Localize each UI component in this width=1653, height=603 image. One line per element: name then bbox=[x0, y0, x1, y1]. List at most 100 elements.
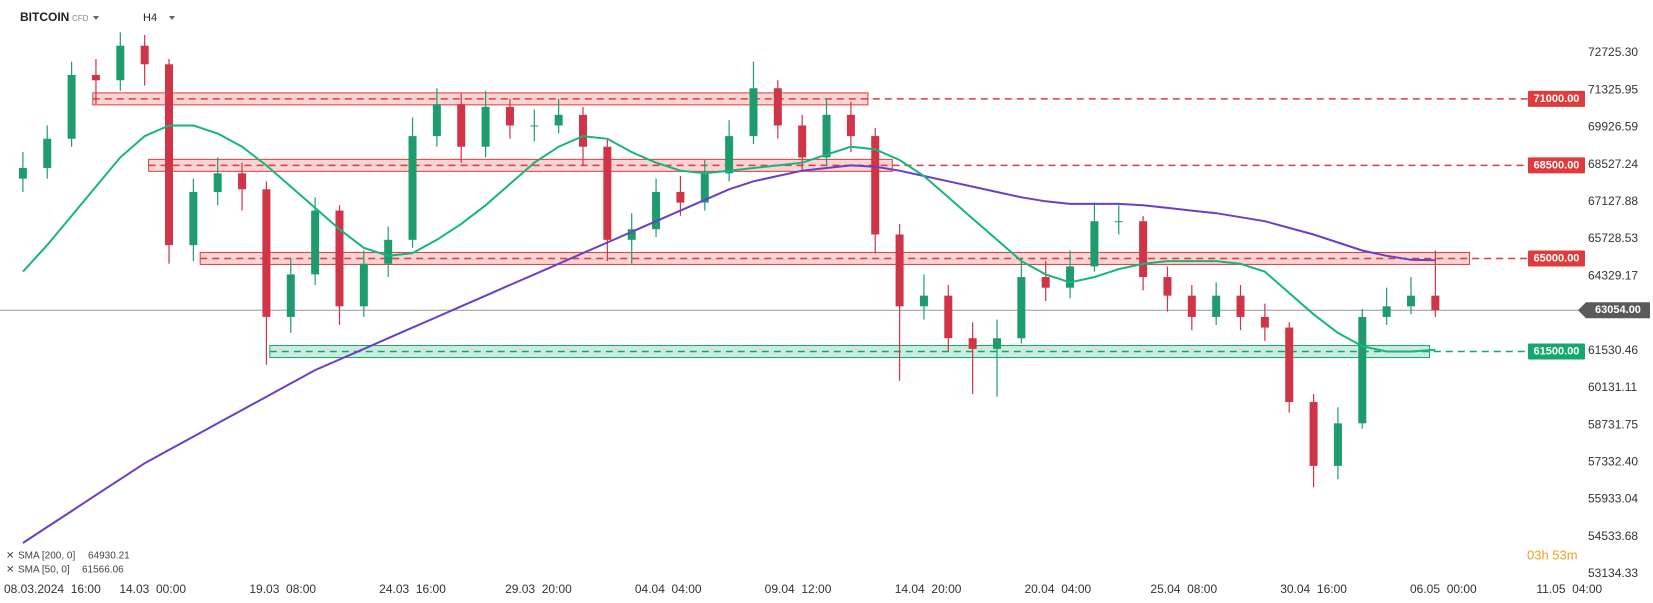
legend-sma50-value: 61566.06 bbox=[82, 565, 124, 576]
level-label-box bbox=[1528, 250, 1585, 267]
last-price-label: 63054.00 bbox=[1595, 304, 1641, 316]
x-tick-label: 06.05 00:00 bbox=[1410, 582, 1477, 596]
x-tick-label: 24.03 16:00 bbox=[379, 582, 446, 596]
symbol-dropdown[interactable] bbox=[93, 16, 99, 20]
y-tick-label: 67127.88 bbox=[1588, 194, 1638, 208]
sma-line bbox=[22, 164, 1436, 544]
candle-body bbox=[1309, 402, 1318, 466]
y-tick-label: 58731.75 bbox=[1588, 417, 1638, 431]
candle-body bbox=[992, 338, 1001, 349]
y-tick-label: 72725.30 bbox=[1588, 45, 1638, 59]
candle-body bbox=[1260, 316, 1269, 328]
level-label-box bbox=[1528, 343, 1585, 360]
candle-body bbox=[798, 125, 807, 158]
candle-body bbox=[1187, 295, 1196, 317]
candle-body bbox=[213, 173, 222, 192]
candle-body bbox=[700, 173, 709, 203]
candle-body bbox=[91, 74, 100, 81]
candle-body bbox=[579, 114, 588, 147]
candle-body bbox=[238, 173, 247, 190]
candle-countdown: 03h 53m bbox=[1527, 547, 1578, 562]
candle-body bbox=[773, 88, 782, 126]
symbol[interactable]: BITCOIN bbox=[20, 10, 69, 24]
x-tick-label: 14.03 00:00 bbox=[119, 582, 186, 596]
x-tick-label: 08.03.2024 16:00 bbox=[4, 582, 101, 596]
level-label: 61500.00 bbox=[1534, 345, 1580, 357]
candle-body bbox=[871, 136, 880, 235]
candle-body bbox=[1017, 277, 1026, 339]
candle-body bbox=[335, 210, 344, 307]
candle-body bbox=[67, 74, 76, 139]
x-tick-label: 20.04 04:00 bbox=[1025, 582, 1092, 596]
legend-icons[interactable]: ✕ bbox=[6, 565, 14, 576]
header: BITCOIN CFD H4 bbox=[20, 10, 175, 24]
candle-body bbox=[1382, 306, 1391, 317]
last-price-box bbox=[1578, 302, 1650, 319]
candle-body bbox=[1114, 221, 1123, 223]
candle-body bbox=[846, 114, 855, 137]
candle-body bbox=[481, 106, 490, 147]
level-label: 65000.00 bbox=[1534, 252, 1580, 264]
candle-body bbox=[457, 104, 466, 147]
y-tick-label: 60131.11 bbox=[1588, 380, 1637, 394]
candle-body bbox=[408, 136, 417, 240]
x-tick-label: 30.04 16:00 bbox=[1280, 582, 1347, 596]
candle-body bbox=[627, 229, 636, 240]
x-tick-label: 14.04 20:00 bbox=[895, 582, 962, 596]
legend: ✕ SMA [200, 0] 64930.21 ✕ SMA [50, 0] 61… bbox=[6, 551, 130, 576]
candle-body bbox=[530, 125, 539, 127]
y-tick-label: 68527.24 bbox=[1588, 157, 1638, 171]
candle-body bbox=[286, 274, 295, 317]
candle-body bbox=[1333, 423, 1342, 466]
candle-body bbox=[968, 338, 977, 349]
legend-sma200: SMA [200, 0] bbox=[18, 551, 75, 562]
candle-body bbox=[1212, 295, 1221, 317]
candle-body bbox=[165, 64, 174, 246]
y-tick-label: 54533.68 bbox=[1588, 529, 1638, 543]
candle-body bbox=[262, 189, 271, 317]
x-tick-label: 19.03 08:00 bbox=[249, 582, 316, 596]
candle-body bbox=[359, 263, 368, 307]
level-label: 71000.00 bbox=[1534, 93, 1580, 105]
candle-body bbox=[1163, 277, 1172, 296]
plot-area bbox=[0, 32, 1580, 544]
y-tick-label: 69926.59 bbox=[1588, 120, 1638, 134]
candle-body bbox=[1406, 295, 1415, 307]
level-label-box bbox=[1528, 90, 1585, 107]
candle-body bbox=[1236, 295, 1245, 317]
y-tick-label: 61530.46 bbox=[1588, 343, 1638, 357]
candle-body bbox=[725, 136, 734, 174]
y-tick-label: 64329.17 bbox=[1588, 268, 1638, 282]
y-tick-label: 57332.40 bbox=[1588, 455, 1638, 469]
timeframe[interactable]: H4 bbox=[143, 12, 157, 24]
y-tick-label: 65728.53 bbox=[1588, 231, 1638, 245]
legend-sma50: SMA [50, 0] bbox=[18, 565, 70, 576]
candle-body bbox=[311, 210, 320, 275]
candle-body bbox=[1066, 266, 1075, 288]
candle-body bbox=[384, 239, 393, 264]
candle-body bbox=[116, 45, 125, 81]
y-tick-label: 55933.04 bbox=[1588, 492, 1638, 506]
candle-body bbox=[43, 138, 52, 169]
x-tick-label: 04.04 04:00 bbox=[635, 582, 702, 596]
legend-icons[interactable]: ✕ bbox=[6, 551, 14, 562]
candle-body bbox=[749, 88, 758, 137]
candle-body bbox=[919, 295, 928, 307]
level-label-box bbox=[1528, 157, 1585, 174]
candle-body bbox=[944, 295, 953, 339]
y-tick-label: 53134.33 bbox=[1588, 566, 1638, 580]
y-tick-label: 71325.95 bbox=[1588, 82, 1638, 96]
candle-body bbox=[895, 234, 904, 307]
timeframe-dropdown[interactable] bbox=[169, 16, 175, 20]
candle-body bbox=[1139, 221, 1148, 278]
candle-body bbox=[1285, 327, 1294, 403]
candle-body bbox=[676, 191, 685, 203]
sma-line bbox=[22, 124, 1436, 353]
x-tick-label: 11.05 04:00 bbox=[1536, 582, 1602, 596]
x-tick-label: 09.04 12:00 bbox=[765, 582, 832, 596]
candle-body bbox=[18, 168, 27, 179]
x-tick-label: 25.04 08:00 bbox=[1150, 582, 1217, 596]
x-tick-label: 29.03 20:00 bbox=[505, 582, 572, 596]
candle-body bbox=[1358, 316, 1367, 424]
